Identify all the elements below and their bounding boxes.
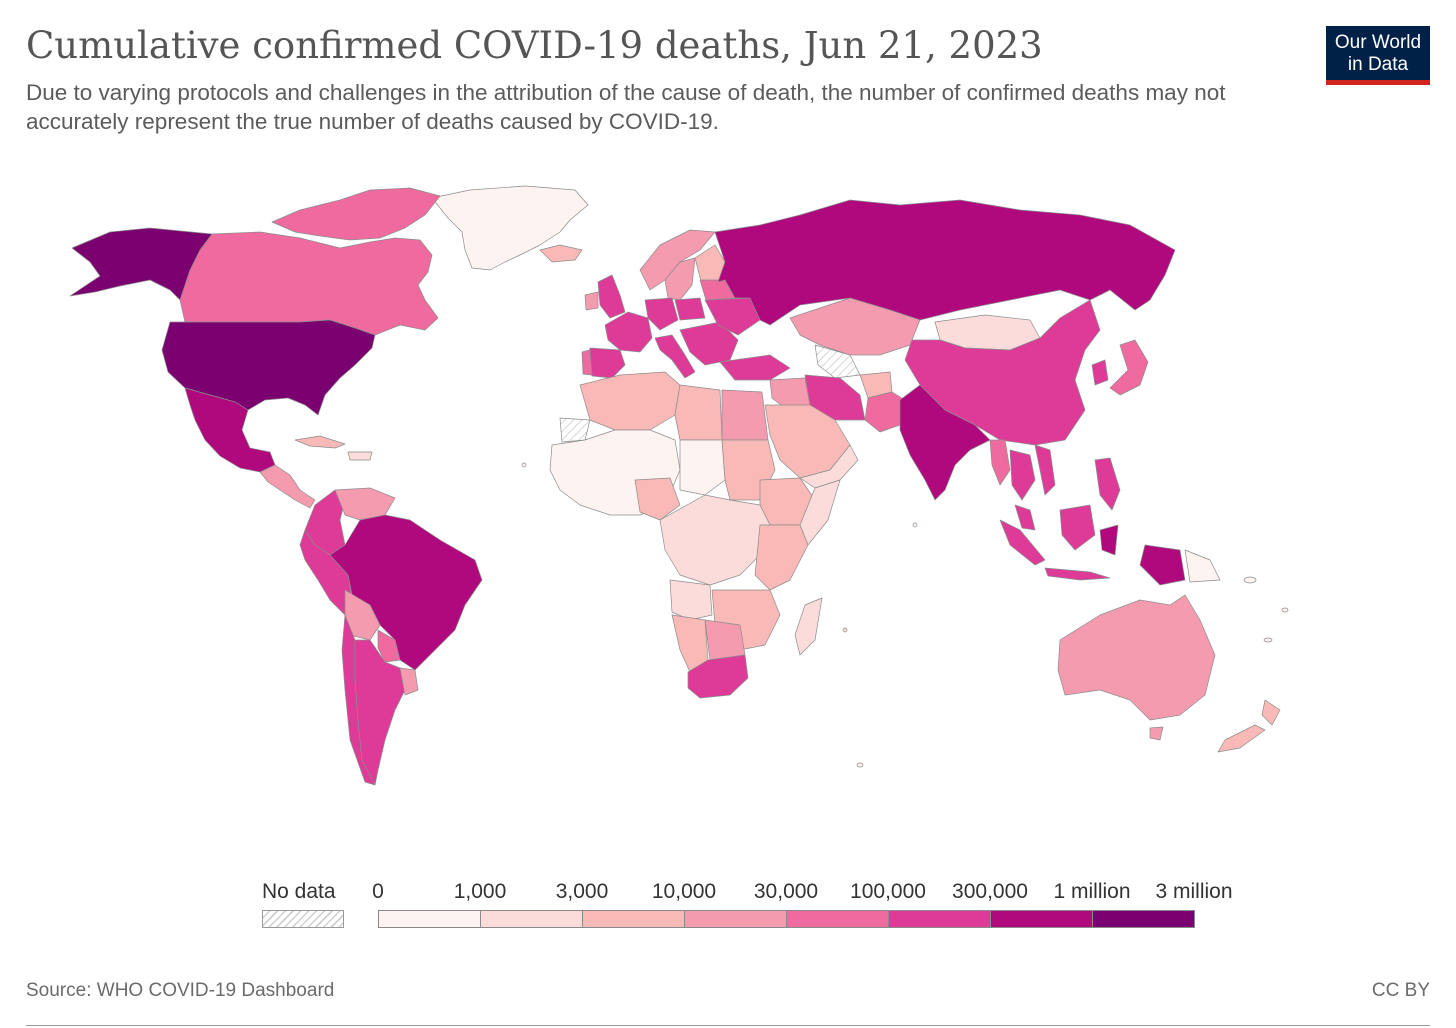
region-chad-niger[interactable] [679, 439, 726, 496]
chart-title: Cumulative confirmed COVID-19 deaths, Ju… [26, 24, 1043, 67]
legend-tick-4: 30,000 [753, 880, 819, 903]
region-java[interactable] [1044, 567, 1111, 581]
region-argentina[interactable] [354, 639, 406, 786]
region-nigeria[interactable] [634, 477, 681, 521]
region-kazakhstan[interactable] [789, 297, 921, 356]
region-somalia[interactable] [799, 479, 841, 546]
region-cape-verde[interactable] [521, 462, 527, 468]
legend-tick-8: 3 million [1155, 880, 1233, 903]
region-vietnam[interactable] [1034, 444, 1056, 496]
region-turkey[interactable] [719, 354, 791, 381]
legend-bin-6[interactable] [990, 910, 1093, 928]
region-papua[interactable] [1139, 544, 1186, 586]
region-maldives[interactable] [912, 522, 918, 528]
legend-tick-2: 3,000 [555, 880, 609, 903]
region-new-caledonia[interactable] [1263, 637, 1273, 643]
region-alaska[interactable] [69, 227, 213, 301]
legend-bin-4[interactable] [786, 910, 889, 928]
region-south-africa[interactable] [687, 654, 749, 699]
region-france[interactable] [604, 311, 653, 353]
region-central-africa[interactable] [659, 494, 771, 586]
source-note[interactable]: Source: WHO COVID-19 Dashboard [26, 980, 335, 1001]
region-canada[interactable] [179, 231, 439, 336]
region-png[interactable] [1184, 549, 1221, 583]
region-turkmenistan-nodata[interactable] [814, 344, 861, 379]
region-norway[interactable] [639, 229, 716, 291]
region-pacific-islands[interactable] [1243, 576, 1257, 584]
region-canada-islands[interactable] [271, 187, 441, 241]
region-seychelles[interactable] [856, 762, 864, 768]
region-iceland[interactable] [539, 244, 583, 263]
region-botswana-zimbabwe[interactable] [704, 619, 746, 661]
owid-logo[interactable]: Our World in Data [1326, 26, 1430, 85]
region-philippines[interactable] [1094, 457, 1121, 511]
region-libya[interactable] [674, 384, 723, 441]
legend-no-data-swatch [262, 910, 344, 928]
region-angola[interactable] [669, 579, 713, 621]
legend-bin-2[interactable] [582, 910, 685, 928]
legend-bin-1[interactable] [480, 910, 583, 928]
region-borneo[interactable] [1059, 504, 1096, 551]
region-pakistan[interactable] [864, 391, 906, 433]
region-egypt[interactable] [721, 389, 769, 441]
legend-no-data-label: No data [262, 880, 336, 903]
region-new-zealand[interactable] [1217, 699, 1281, 753]
legend-bin-5[interactable] [888, 910, 991, 928]
legend-tick-1: 1,000 [453, 880, 507, 903]
legend-bin-3[interactable] [684, 910, 787, 928]
region-sumatra[interactable] [999, 519, 1046, 566]
legend-bin-0[interactable] [378, 910, 481, 928]
region-south-korea[interactable] [1091, 359, 1109, 386]
legend-tick-3: 10,000 [651, 880, 717, 903]
legend-tick-5: 100,000 [850, 880, 926, 903]
region-sulawesi[interactable] [1099, 524, 1119, 556]
region-western-sahara-nodata[interactable] [559, 417, 591, 443]
region-germany[interactable] [644, 297, 679, 331]
region-myanmar[interactable] [989, 439, 1011, 486]
region-japan[interactable] [1109, 339, 1149, 396]
license-note[interactable]: CC BY [1371, 980, 1430, 1001]
region-cuba[interactable] [294, 435, 346, 449]
region-australia[interactable] [1057, 594, 1216, 721]
region-ireland[interactable] [584, 291, 599, 311]
legend-tick-0: 0 [372, 880, 384, 903]
region-paraguay[interactable] [377, 629, 401, 663]
region-central-america[interactable] [259, 464, 316, 509]
region-thailand[interactable] [1009, 449, 1036, 501]
region-russia[interactable] [714, 199, 1176, 326]
region-mauritius[interactable] [842, 627, 848, 633]
bottom-rule [26, 1025, 1430, 1026]
region-malaysia[interactable] [1014, 504, 1036, 531]
logo-line-2: in Data [1347, 54, 1409, 75]
region-morocco-algeria[interactable] [579, 371, 681, 431]
region-portugal[interactable] [581, 349, 593, 376]
logo-line-1: Our World [1334, 32, 1422, 53]
legend-tick-7: 1 million [1053, 880, 1131, 903]
chart-subtitle: Due to varying protocols and challenges … [26, 80, 1226, 134]
region-united-kingdom[interactable] [597, 274, 626, 319]
region-italy[interactable] [654, 334, 696, 379]
region-madagascar[interactable] [794, 597, 823, 656]
region-india[interactable] [899, 384, 991, 501]
region-poland[interactable] [674, 297, 706, 321]
region-uruguay[interactable] [399, 667, 419, 696]
legend-tick-6: 300,000 [952, 880, 1028, 903]
region-greenland[interactable] [431, 185, 589, 271]
region-tasmania[interactable] [1149, 726, 1164, 741]
region-kenya-tanzania[interactable] [754, 524, 809, 591]
legend-bin-7[interactable] [1092, 910, 1195, 928]
world-map[interactable] [0, 150, 1456, 850]
region-spain[interactable] [587, 347, 626, 379]
region-hispaniola[interactable] [347, 451, 373, 461]
region-fiji[interactable] [1281, 607, 1289, 613]
